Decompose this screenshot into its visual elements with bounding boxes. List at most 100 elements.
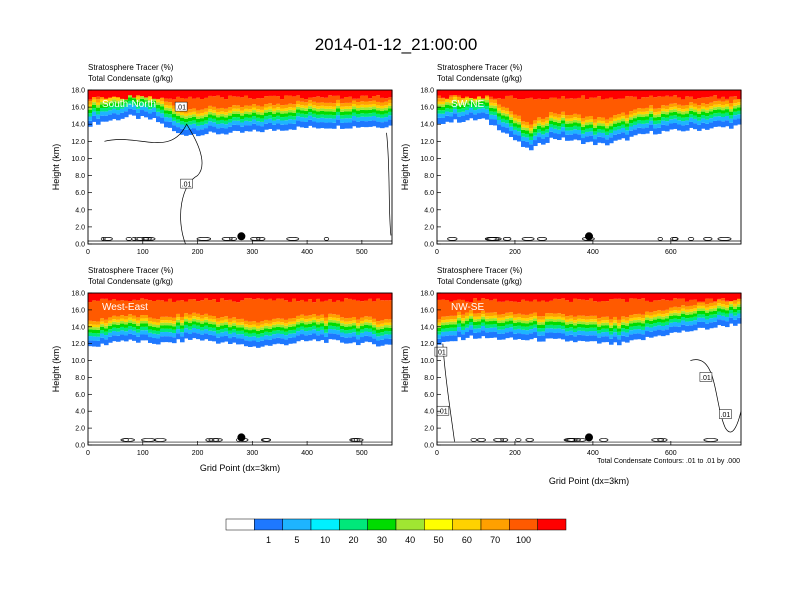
x-tick-label: 500 [356, 450, 368, 457]
tracer-field [437, 293, 742, 346]
y-tick-label: 14.0 [420, 324, 434, 331]
condensate-contours [88, 438, 392, 443]
x-tick-label: 400 [587, 249, 599, 256]
colorbar-label: 30 [377, 535, 387, 545]
y-tick-label: 12.0 [71, 139, 85, 146]
y-tick-label: 8.0 [75, 375, 85, 382]
panel-west-east: Stratosphere Tracer (%) Total Condensate … [51, 266, 393, 473]
x-axis-label: Grid Point (dx=3km) [200, 463, 280, 473]
y-tick-label: 18.0 [71, 291, 85, 298]
x-axis: 0 200 400 600 [435, 240, 677, 256]
colorbar-swatch [537, 518, 567, 531]
panel-sw-ne: Stratosphere Tracer (%) Total Condensate … [400, 63, 742, 256]
panel-label: West-East [102, 302, 148, 313]
x-tick-label: 0 [435, 450, 439, 457]
colorbar-label: 10 [320, 535, 330, 545]
y-tick-label: 12.0 [420, 341, 434, 348]
y-tick-label: 4.0 [424, 409, 434, 416]
x-tick-label: 0 [86, 249, 90, 256]
x-tick-label: 500 [356, 249, 368, 256]
y-tick-label: 6.0 [424, 392, 434, 399]
panel-title-tracer: Stratosphere Tracer (%) [437, 63, 523, 72]
x-axis-label: Grid Point (dx=3km) [549, 476, 629, 486]
tracer-field [88, 293, 393, 348]
panel-title-condensate: Total Condensate (g/kg) [88, 74, 173, 83]
plot-frame [87, 89, 393, 245]
colorbar-label: 50 [433, 535, 443, 545]
y-tick-label: 10.0 [71, 156, 85, 163]
colorbar-label: 5 [294, 535, 299, 545]
x-tick-label: 0 [86, 450, 90, 457]
location-marker [237, 433, 246, 442]
tracer-field [437, 90, 742, 151]
colorbar-swatch [225, 518, 255, 531]
x-tick-label: 200 [509, 450, 521, 457]
y-axis: 0.0 2.0 4.0 6.0 8.0 10.0 12.0 14.0 16.0 18.0 [71, 88, 92, 249]
y-tick-label: 8.0 [424, 375, 434, 382]
y-tick-label: 2.0 [424, 426, 434, 433]
contour-label: .01 [701, 375, 711, 382]
y-tick-label: 18.0 [420, 88, 434, 95]
y-axis: 0.0 2.0 4.0 6.0 8.0 10.0 12.0 14.0 16.0 18.0 [420, 291, 441, 450]
x-tick-label: 400 [301, 249, 313, 256]
y-axis-label: Height (km) [400, 144, 410, 191]
y-tick-label: 16.0 [420, 307, 434, 314]
colorbar-swatch [254, 518, 283, 531]
contour-label-box [699, 372, 713, 382]
y-tick-label: 10.0 [420, 358, 434, 365]
colorbar-swatch [424, 518, 453, 531]
x-axis: 0 100 200 300 400 500 [86, 240, 368, 256]
x-tick-label: 100 [137, 450, 149, 457]
y-tick-label: 8.0 [75, 173, 85, 180]
y-tick-label: 6.0 [75, 190, 85, 197]
location-marker [585, 433, 593, 442]
y-tick-label: 12.0 [420, 139, 434, 146]
colorbar-label: 1 [266, 535, 271, 545]
panel-label: SW-NE [451, 99, 484, 110]
x-tick-label: 600 [665, 249, 677, 256]
figure-title: 2014-01-12_21:00:00 [315, 35, 478, 54]
plot-frame [87, 292, 393, 446]
colorbar-label: 70 [490, 535, 500, 545]
x-tick-label: 300 [246, 450, 258, 457]
x-tick-label: 300 [246, 249, 258, 256]
colorbar-swatch [395, 518, 425, 531]
colorbar-label: 20 [348, 535, 358, 545]
panel-title-tracer: Stratosphere Tracer (%) [88, 266, 174, 275]
contour-label: .01 [438, 409, 448, 416]
x-tick-label: 600 [665, 450, 677, 457]
y-tick-label: 0.0 [424, 242, 434, 249]
x-axis: 0 200 400 600 [435, 441, 677, 457]
y-tick-label: 6.0 [424, 190, 434, 197]
y-axis: 0.0 2.0 4.0 6.0 8.0 10.0 12.0 14.0 16.0 18.0 [420, 88, 441, 249]
y-axis: 0.0 2.0 4.0 6.0 8.0 10.0 12.0 14.0 16.0 18.0 [71, 291, 92, 450]
panels: Stratosphere Tracer (%) Total Condensate … [51, 63, 742, 486]
y-tick-label: 14.0 [420, 122, 434, 129]
y-tick-label: 16.0 [71, 105, 85, 112]
x-tick-label: 200 [509, 249, 521, 256]
y-tick-label: 0.0 [424, 443, 434, 450]
plot-frame [436, 89, 742, 245]
panel-nw-se: Stratosphere Tracer (%) Total Condensate … [400, 266, 742, 486]
contour-label: .01 [721, 412, 731, 419]
y-tick-label: 2.0 [75, 224, 85, 231]
panel-label: South-North [102, 99, 156, 110]
colorbar-swatch [452, 518, 482, 531]
contour-label-box [180, 178, 193, 189]
x-tick-label: 100 [137, 249, 149, 256]
y-tick-label: 6.0 [75, 392, 85, 399]
tracer-field [88, 90, 393, 137]
y-axis-label: Height (km) [51, 144, 61, 191]
colorbar-label: 40 [405, 535, 415, 545]
panel-title-tracer: Stratosphere Tracer (%) [437, 266, 523, 275]
colorbar-swatch [509, 518, 538, 531]
x-tick-label: 200 [192, 450, 204, 457]
y-tick-label: 0.0 [75, 242, 85, 249]
plot-frame [436, 292, 742, 446]
contour-label-box [434, 346, 448, 357]
panel-south-north: Stratosphere Tracer (%) Total Condensate … [51, 63, 393, 256]
colorbar-label: 60 [462, 535, 472, 545]
colorbar: 1 5 10 20 30 40 50 60 70 100 [225, 518, 567, 545]
colorbar-swatch [282, 518, 312, 531]
